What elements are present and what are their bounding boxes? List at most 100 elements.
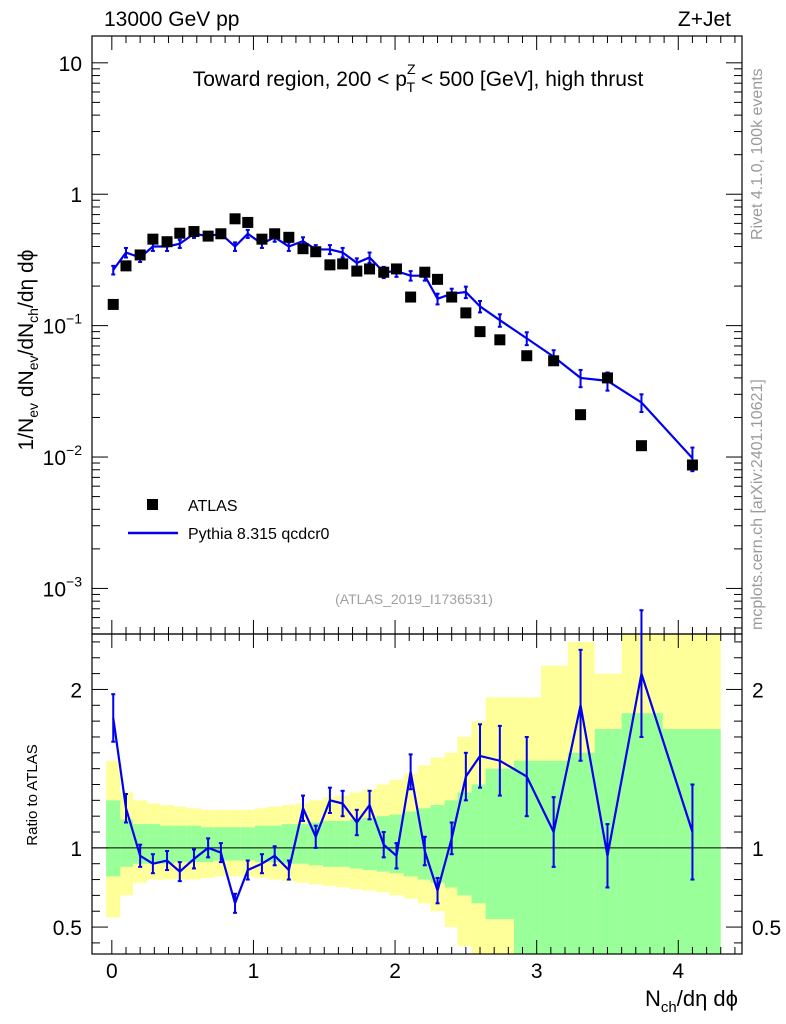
x-tick-label: 2 <box>389 960 401 983</box>
title-sub: T <box>407 79 416 95</box>
main-panel-frame <box>91 35 743 635</box>
atlas-data-point <box>686 459 698 471</box>
legend-atlas-marker <box>147 499 158 510</box>
ylabel-a: 1/N <box>15 418 38 451</box>
main-y-tick-label: 10−2 <box>43 442 83 470</box>
xlabel-b: /dη dϕ <box>677 986 738 1011</box>
x-tick-label: 1 <box>248 960 260 983</box>
legend-atlas-label: ATLAS <box>188 498 238 515</box>
ratio-y-tick-label-left: 1 <box>70 838 82 861</box>
ratio-y-tick-label-right: 2 <box>752 679 764 702</box>
atlas-data-point <box>474 326 486 338</box>
green-band-bin <box>120 819 134 867</box>
green-band-bin <box>254 825 268 863</box>
ratio-y-tick-labels: 2 2 1 1 0.5 0.5 <box>53 679 781 940</box>
y-tick-exponent: −2 <box>66 442 82 458</box>
atlas-data-point <box>635 440 647 452</box>
atlas-data-point <box>147 233 159 245</box>
ratio-axis-ticks <box>92 634 742 954</box>
atlas-data-point <box>324 259 336 271</box>
atlas-data-point <box>405 291 417 303</box>
green-band-bin <box>349 819 363 869</box>
main-y-tick-label: 10 <box>59 53 82 76</box>
atlas-data-point <box>215 228 227 240</box>
legend: ATLAS Pythia 8.315 qcdcr0 <box>128 498 330 543</box>
y-tick-base: 1 <box>70 184 82 207</box>
main-y-tick-label: 10−1 <box>43 311 83 339</box>
atlas-data-point <box>432 273 444 285</box>
xlabel-sub: ch <box>661 999 677 1016</box>
main-atlas-series <box>107 213 698 471</box>
ratio-y-tick-label-right: 0.5 <box>752 917 781 940</box>
xlabel-a: N <box>645 986 661 1011</box>
ylabel-s1: ev <box>25 403 41 418</box>
green-band-bin <box>457 792 472 896</box>
atlas-data-point <box>575 409 587 421</box>
green-band-bin <box>430 805 445 883</box>
atlas-data-point <box>460 307 472 319</box>
ylabel-s2: ev <box>25 355 41 370</box>
green-band-bin <box>240 827 255 861</box>
green-band-bin <box>147 824 160 864</box>
atlas-data-point <box>134 249 146 261</box>
ylabel-s3: ch <box>25 308 41 323</box>
main-pythia-series <box>111 228 695 473</box>
title-part-b: < 500 [GeV], high thrust <box>415 68 643 91</box>
atlas-data-point <box>548 355 560 367</box>
atlas-data-point <box>521 350 533 362</box>
green-band-bin <box>186 825 202 863</box>
title-part-a: Toward region, 200 < p <box>193 68 407 91</box>
y-tick-exponent: −1 <box>66 311 82 327</box>
y-tick-base: 10 <box>43 578 66 601</box>
main-y-tick-label: 10−3 <box>43 573 83 601</box>
x-axis-label: Nch/dη dϕ <box>645 986 738 1016</box>
green-band-bin <box>322 820 336 867</box>
rivet-label: Rivet 4.1.0, 100k events <box>749 68 766 240</box>
atlas-data-point <box>174 227 186 239</box>
y-tick-base: 10 <box>43 447 66 470</box>
green-band-bin <box>106 800 121 877</box>
green-band-bin <box>267 825 282 863</box>
ratio-y-tick-label-right: 1 <box>752 838 764 861</box>
atlas-data-point <box>601 372 613 384</box>
green-band-bin <box>335 820 350 867</box>
y-tick-base: 10 <box>43 316 66 339</box>
y-tick-base: 10 <box>59 53 82 76</box>
green-band-bin <box>159 825 175 864</box>
atlas-data-point <box>188 226 200 238</box>
x-tick-label: 3 <box>531 960 543 983</box>
legend-pythia-label: Pythia 8.315 qcdcr0 <box>188 526 330 543</box>
y-tick-exponent: −3 <box>66 573 82 589</box>
atlas-data-point <box>494 334 506 346</box>
atlas-data-point <box>364 263 376 275</box>
atlas-data-point <box>242 216 254 228</box>
atlas-data-point <box>269 228 281 240</box>
main-title: Toward region, 200 < pZ T < 500 [GeV], hi… <box>193 61 644 95</box>
green-band-bin <box>362 817 377 871</box>
ratio-pythia-series <box>111 609 695 914</box>
green-band-bin <box>621 713 663 954</box>
pythia-line <box>112 232 694 459</box>
header-left: 13000 GeV pp <box>104 8 239 31</box>
atlas-data-point <box>283 231 295 243</box>
green-band-bin <box>174 825 187 863</box>
ratio-x-tick-labels: 0 1 2 3 4 <box>106 960 684 983</box>
ratio-y-axis-label: Ratio to ATLAS <box>24 744 41 845</box>
main-y-tick-label: 1 <box>70 184 82 207</box>
atlas-data-point <box>161 236 173 248</box>
atlas-data-point <box>390 263 402 275</box>
green-band-bin <box>403 811 418 877</box>
ratio-y-tick-label-left: 2 <box>70 679 82 702</box>
main-axis-ticks <box>92 36 742 634</box>
atlas-data-point <box>229 213 241 225</box>
ratio-uncertainty-bands <box>106 634 721 954</box>
atlas-data-point <box>107 298 119 310</box>
atlas-data-point <box>337 258 349 270</box>
x-tick-label: 4 <box>672 960 684 983</box>
ylabel-b: dN <box>15 370 38 403</box>
atlas-data-point <box>297 243 309 255</box>
green-band-bin <box>227 827 241 861</box>
green-band-bin <box>471 784 486 904</box>
